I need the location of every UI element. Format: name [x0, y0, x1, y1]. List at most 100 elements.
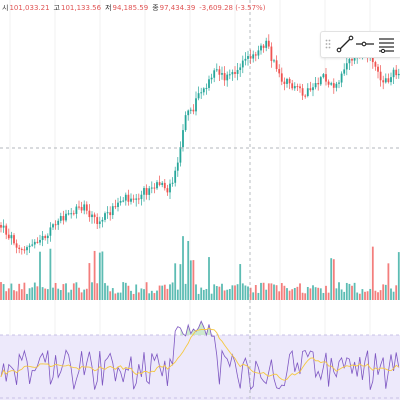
candle-body	[395, 69, 398, 76]
candle-body	[127, 194, 130, 202]
volume-bar	[65, 283, 67, 300]
volume-bar	[52, 287, 54, 300]
volume-bar	[96, 283, 99, 300]
volume-bar	[158, 285, 161, 300]
volume-bar	[325, 285, 327, 300]
volume-bar	[351, 285, 353, 300]
volume-bar	[301, 292, 304, 300]
volume-bar	[148, 293, 151, 300]
candle-body	[111, 206, 114, 216]
volume-bar	[369, 288, 372, 300]
volume-bar	[137, 292, 140, 300]
fib-retracement-tool[interactable]	[377, 35, 397, 53]
candle-body	[221, 73, 223, 75]
volume-bar	[254, 285, 257, 300]
volume-bar	[33, 282, 36, 300]
candle-body	[130, 198, 132, 202]
candle-body	[10, 235, 13, 239]
volume-bar	[169, 284, 171, 300]
candle-body	[83, 204, 86, 211]
volume-bar	[189, 260, 192, 300]
candle-body	[143, 188, 145, 195]
candle-body	[161, 182, 164, 186]
volume-bar	[195, 284, 197, 300]
volume-bar	[231, 285, 234, 300]
volume-bar	[15, 291, 18, 300]
candle-body	[270, 46, 273, 61]
candle-body	[291, 83, 294, 89]
change-value: -3,609.28 (-3.57%)	[199, 4, 266, 12]
rsi-band	[0, 335, 400, 400]
candle-body	[353, 58, 356, 61]
candle-body	[174, 170, 177, 183]
candle-body	[72, 213, 75, 215]
volume-bar	[361, 289, 364, 300]
horizontal-ray-tool[interactable]	[355, 35, 375, 53]
candle-body	[18, 247, 21, 249]
volume-bar	[192, 260, 195, 300]
horizontal-ray-icon	[356, 41, 374, 47]
open-value: 101,033.21	[9, 4, 50, 12]
volume-bar	[7, 288, 10, 300]
candle-body	[132, 198, 135, 200]
volume-bar	[2, 284, 5, 300]
candle-body	[244, 58, 247, 61]
candle-body	[218, 69, 221, 75]
volume-bar	[215, 286, 218, 300]
volume-bar	[119, 292, 122, 300]
candle-body	[104, 213, 106, 220]
candle-body	[286, 78, 288, 84]
candle-body	[332, 83, 335, 88]
candle-body	[234, 72, 236, 74]
candle-body	[215, 69, 218, 71]
volume-bar	[366, 291, 369, 300]
candle-body	[91, 214, 93, 218]
volume-bar	[130, 290, 132, 300]
high-label: 고	[53, 4, 60, 12]
volume-bar	[153, 293, 156, 300]
candle-body	[145, 188, 148, 195]
candle-body	[340, 73, 343, 83]
close-value: 97,434.39	[159, 4, 196, 12]
candle-body	[304, 95, 307, 97]
candle-body	[309, 88, 312, 91]
candle-body	[124, 194, 127, 201]
volume-bar	[176, 289, 179, 300]
volume-bar	[390, 288, 392, 300]
volume-bar	[83, 289, 86, 300]
volume-bar	[241, 283, 244, 300]
volume-bar	[234, 285, 236, 300]
volume-bar	[252, 292, 255, 300]
candle-body	[254, 54, 257, 56]
volume-bar	[364, 291, 366, 300]
volume-bar	[28, 288, 31, 300]
candle-body	[137, 198, 140, 200]
open-label: 시	[2, 4, 9, 12]
volume-bar	[182, 236, 184, 300]
candle-body	[299, 86, 301, 89]
candle-body	[169, 183, 171, 193]
candle-body	[31, 244, 34, 246]
volume-bar	[377, 292, 379, 300]
volume-bar	[54, 282, 57, 300]
volume-bar	[36, 286, 39, 300]
candle-body	[114, 206, 117, 208]
volume-bar	[273, 284, 275, 300]
drag-handle-icon[interactable]	[325, 39, 331, 49]
low-value: 94,185.59	[112, 4, 149, 12]
candle-body	[62, 216, 65, 221]
candle-body	[135, 198, 138, 200]
candle-body	[296, 86, 299, 88]
candle-body	[163, 182, 166, 189]
volume-bar	[270, 283, 273, 300]
candle-body	[236, 69, 239, 74]
rsi-line	[0, 320, 400, 391]
candle-body	[223, 73, 226, 81]
candle-body	[44, 236, 47, 239]
volume-bar	[312, 285, 314, 300]
candle-body	[205, 87, 208, 89]
volume-bar	[91, 282, 93, 300]
trend-line-tool[interactable]	[335, 35, 355, 53]
